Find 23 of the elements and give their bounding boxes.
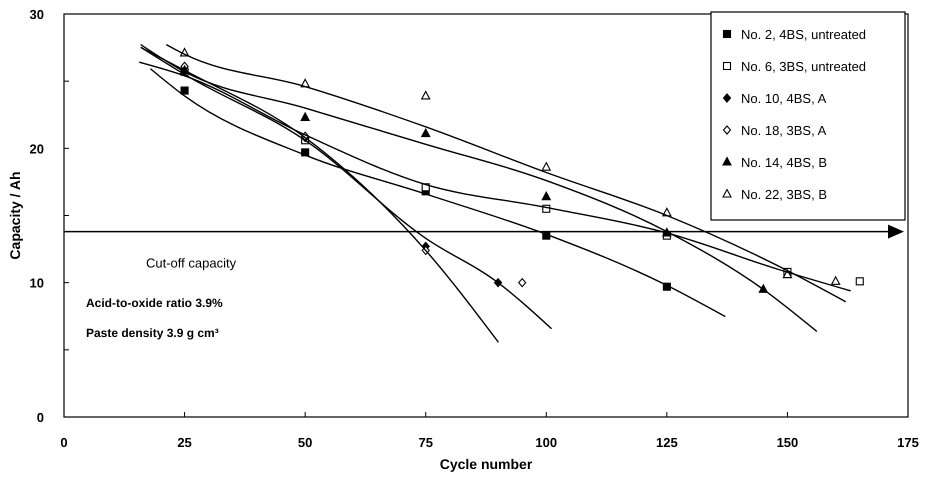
y-tick-label: 30 bbox=[30, 7, 44, 22]
y-tick-label: 10 bbox=[30, 276, 44, 291]
legend-label: No. 10, 4BS, A bbox=[741, 91, 827, 106]
annotation: Paste density 3.9 g cm³ bbox=[86, 326, 219, 340]
y-axis-title: Capacity / Ah bbox=[7, 171, 23, 260]
x-tick-label: 75 bbox=[418, 435, 433, 450]
x-tick-label: 150 bbox=[776, 435, 798, 450]
x-axis-title: Cycle number bbox=[440, 456, 533, 472]
x-tick-label: 50 bbox=[298, 435, 312, 450]
x-tick-label: 25 bbox=[177, 435, 192, 450]
x-tick-label: 125 bbox=[656, 435, 678, 450]
legend-label: No. 14, 4BS, B bbox=[741, 155, 827, 170]
y-tick-label: 0 bbox=[36, 410, 44, 425]
legend-label: No. 6, 3BS, untreated bbox=[741, 59, 866, 74]
legend-label: No. 22, 3BS, B bbox=[741, 187, 827, 202]
annotation: Acid-to-oxide ratio 3.9% bbox=[86, 296, 224, 310]
x-tick-label: 0 bbox=[60, 435, 68, 450]
x-tick-label: 175 bbox=[897, 435, 919, 450]
x-tick-label: 100 bbox=[535, 435, 558, 450]
ref-line-label: Cut-off capacity bbox=[146, 256, 237, 271]
legend-label: No. 18, 3BS, A bbox=[741, 123, 827, 138]
y-tick-label: 20 bbox=[30, 141, 44, 156]
legend-label: No. 2, 4BS, untreated bbox=[741, 27, 866, 42]
